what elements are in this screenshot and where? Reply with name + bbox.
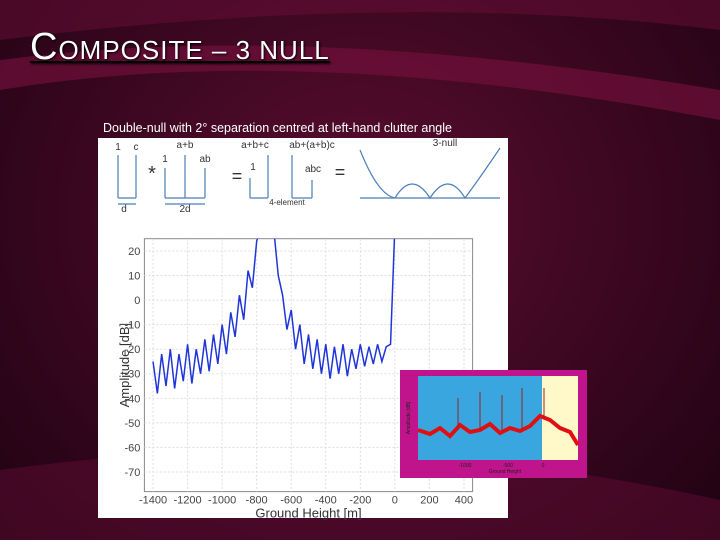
y-tick-label: 10 — [128, 271, 140, 283]
diagram-lines — [117, 147, 501, 205]
y-tick-label: -40 — [124, 393, 140, 405]
x-tick-label: -400 — [315, 495, 337, 507]
inset — [400, 370, 587, 478]
diagram-label: d — [121, 204, 127, 215]
y-tick-label: 20 — [128, 246, 140, 258]
diagram-label: c — [134, 142, 139, 153]
diagram-label: a+b+c — [241, 140, 269, 151]
slide-title: COMPOSITE – 3 NULL — [30, 26, 330, 68]
y-axis-label: Amplitude [dB] — [117, 323, 132, 408]
diagram-label: ab — [199, 154, 211, 165]
y-tick-label: -50 — [124, 418, 140, 430]
inset-x-axis-label: Ground Height — [489, 469, 522, 475]
diagram-label: 3-null — [433, 138, 457, 149]
diagram-label: ab+(a+b)c — [289, 140, 335, 151]
data-line — [152, 238, 396, 394]
diagram-label: a+b — [177, 140, 194, 151]
y-tick-label: -30 — [124, 369, 140, 381]
diagram-label: 2d — [179, 204, 190, 215]
x-tick-label: 0 — [392, 495, 398, 507]
inset-x-tick-label: -1000 — [459, 463, 472, 469]
x-tick-label: 200 — [420, 495, 438, 507]
caption: Double-null with 2° separation centred a… — [103, 121, 452, 135]
x-axis-label: Ground Height [m] — [255, 506, 361, 521]
x-tick-label: -1200 — [174, 495, 202, 507]
diagram-label: * — [148, 163, 156, 185]
x-tick-label: -1000 — [208, 495, 236, 507]
y-tick-label: -10 — [124, 320, 140, 332]
diagram-label: = — [232, 166, 243, 186]
y-tick-label: -60 — [124, 442, 140, 454]
x-tick-label: -800 — [246, 495, 268, 507]
diagram-label: 4-element — [269, 198, 305, 207]
diagram-label: 1 — [162, 154, 168, 165]
inset-x-tick-label: 0 — [542, 463, 545, 469]
y-tick-label: -70 — [124, 467, 140, 479]
diagram-label: 1 — [250, 162, 256, 173]
x-tick-label: -1400 — [139, 495, 167, 507]
diagram-label: = — [335, 162, 346, 182]
x-tick-label: -600 — [280, 495, 302, 507]
x-tick-label: -200 — [349, 495, 371, 507]
y-tick-label: -20 — [124, 344, 140, 356]
x-tick-label: 400 — [455, 495, 473, 507]
y-tick-label: 0 — [134, 295, 140, 307]
inset-y-axis-label: Amplitude [dB] — [406, 401, 412, 434]
diagram-label: 1 — [115, 142, 121, 153]
inset-x-tick-label: -500 — [503, 463, 513, 469]
diagram-label: abc — [305, 164, 321, 175]
